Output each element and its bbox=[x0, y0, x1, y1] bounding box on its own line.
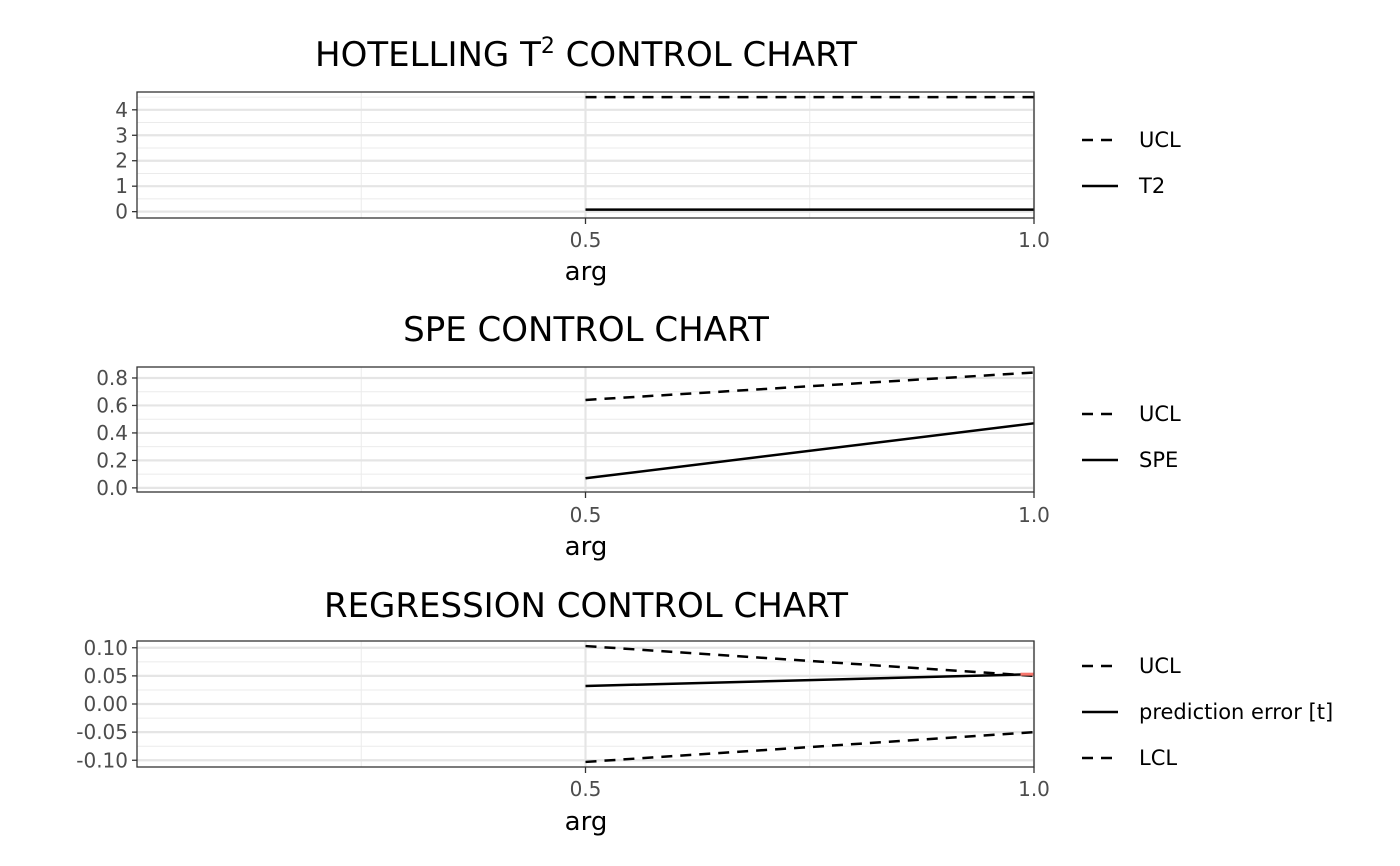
chart-title-main: SPE CONTROL CHART bbox=[403, 310, 769, 350]
chart-title: REGRESSION CONTROL CHART bbox=[324, 586, 848, 626]
series-line-spe bbox=[585, 422, 1035, 480]
y-tick-label: 0.10 bbox=[83, 636, 128, 660]
y-tick-label: 0.2 bbox=[96, 448, 128, 472]
legend-label: LCL bbox=[1139, 746, 1177, 770]
chart-title-main: REGRESSION CONTROL CHART bbox=[324, 586, 848, 626]
y-tick-label: 2 bbox=[115, 149, 128, 173]
y-tick-label: -0.10 bbox=[76, 748, 128, 772]
legend-label: UCL bbox=[1139, 654, 1181, 678]
y-tick-label: 0.6 bbox=[96, 393, 128, 417]
y-tick-label: 0.0 bbox=[96, 476, 128, 500]
legend: UCL prediction error [t] LCL bbox=[1082, 654, 1333, 770]
x-tick-label: 1.0 bbox=[1018, 777, 1050, 801]
x-axis-title: arg bbox=[565, 257, 608, 287]
y-tick-label: 0.00 bbox=[83, 692, 128, 716]
y-tick-label: 0.05 bbox=[83, 664, 128, 688]
y-tick-label: 3 bbox=[115, 123, 128, 147]
y-tick-label: 1 bbox=[115, 174, 128, 198]
x-tick-label: 0.5 bbox=[570, 228, 602, 252]
y-tick-label: 4 bbox=[115, 98, 128, 122]
legend-label: prediction error [t] bbox=[1139, 700, 1333, 724]
series-line-prediction-error-t bbox=[585, 672, 1035, 688]
chart-title-main: HOTELLING T bbox=[315, 35, 541, 75]
y-tick-label: 0.4 bbox=[96, 421, 128, 445]
chart-title-suffix: CONTROL CHART bbox=[555, 35, 857, 75]
chart-title: HOTELLING T2 CONTROL CHART bbox=[315, 34, 857, 75]
legend-label: UCL bbox=[1139, 128, 1181, 152]
legend-label: SPE bbox=[1139, 448, 1178, 472]
y-tick-label: 0.8 bbox=[96, 366, 128, 390]
legend-label: T2 bbox=[1138, 174, 1165, 198]
x-tick-label: 1.0 bbox=[1018, 503, 1050, 527]
spe-panel: SPE CONTROL CHART 0.0 0.2 0.4 0.6 0.8 0.5 1.0 ar… bbox=[96, 310, 1181, 562]
legend: UCL SPE bbox=[1082, 402, 1181, 472]
x-axis-title: arg bbox=[565, 807, 608, 837]
x-tick-label: 0.5 bbox=[570, 503, 602, 527]
chart-title: SPE CONTROL CHART bbox=[403, 310, 769, 350]
legend: UCL T2 bbox=[1082, 128, 1181, 198]
y-tick-label: 0 bbox=[115, 200, 128, 224]
y-tick-label: -0.05 bbox=[76, 720, 128, 744]
regression-panel: REGRESSION CONTROL CHART -0.10 -0.05 0.00 0.… bbox=[76, 586, 1333, 837]
x-tick-label: 1.0 bbox=[1018, 228, 1050, 252]
legend-label: UCL bbox=[1139, 402, 1181, 426]
x-tick-label: 0.5 bbox=[570, 777, 602, 801]
chart-title-superscript: 2 bbox=[541, 34, 555, 59]
x-axis-title: arg bbox=[565, 532, 608, 562]
